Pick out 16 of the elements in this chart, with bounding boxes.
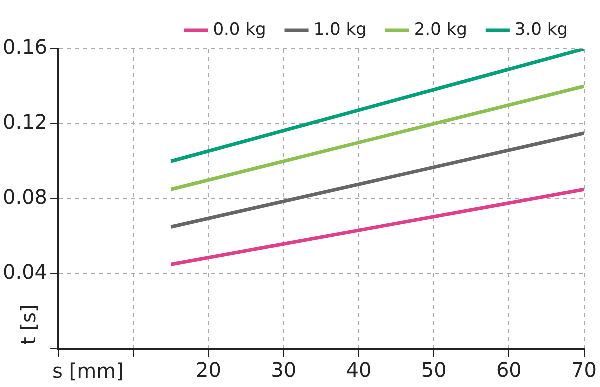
x-tick-label: 50 [421, 358, 447, 382]
x-axis-title: s [mm] [52, 359, 124, 384]
y-tick-label: 0.12 [3, 110, 48, 134]
legend-label: 3.0 kg [514, 20, 568, 40]
x-tick-label: 30 [271, 358, 297, 382]
y-tick-label: 0.04 [3, 260, 48, 284]
y-tick-label: 0.16 [3, 35, 48, 60]
legend-label: 2.0 kg [414, 20, 468, 40]
x-tick-label: 70 [572, 358, 597, 382]
x-tick-label: 60 [496, 358, 522, 382]
y-axis-title: t [s] [16, 304, 41, 345]
x-tick-label: 40 [346, 358, 372, 382]
legend-label: 0.0 kg [213, 20, 266, 40]
legend-label: 1.0 kg [314, 20, 367, 40]
y-tick-label: 0.08 [3, 185, 48, 210]
x-tick-label: 20 [196, 358, 222, 382]
